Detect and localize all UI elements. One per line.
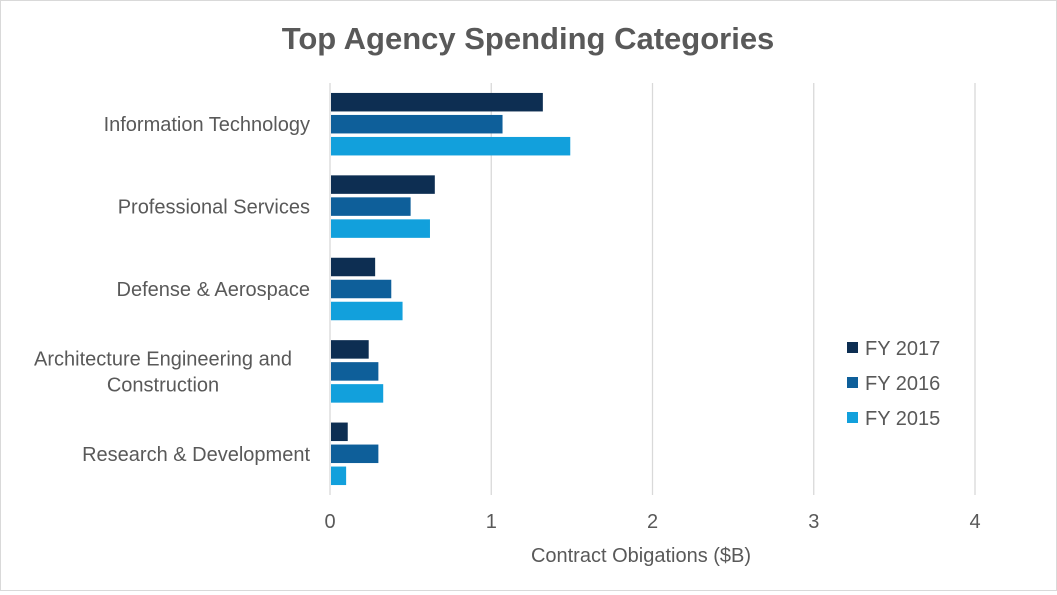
- x-tick-label: 1: [486, 511, 497, 533]
- bar: [331, 384, 384, 403]
- bar: [331, 114, 503, 134]
- category-label: Research & Development: [82, 444, 310, 466]
- bar: [331, 136, 571, 156]
- legend-label: FY 2016: [865, 373, 940, 395]
- bar: [331, 279, 392, 299]
- x-tick-label: 3: [808, 511, 819, 533]
- category-labels: Information Technology Professional Servi…: [34, 114, 310, 466]
- bar: [331, 340, 369, 359]
- x-tick-label: 0: [324, 511, 335, 533]
- x-tick-label: 2: [647, 511, 658, 533]
- x-tick-labels: 0 1 2 3 4: [324, 511, 980, 533]
- bars: [331, 92, 571, 486]
- legend: FY 2017 FY 2016 FY 2015: [847, 338, 940, 430]
- legend-swatch: [847, 342, 858, 353]
- legend-swatch: [847, 412, 858, 423]
- bar: [331, 362, 379, 381]
- x-axis-label: Contract Obigations ($B): [531, 545, 751, 567]
- bar: [331, 444, 379, 464]
- category-label: Information Technology: [104, 114, 310, 136]
- category-label: Architecture Engineering and: [34, 348, 292, 370]
- chart-title: Top Agency Spending Categories: [282, 21, 775, 56]
- bar: [331, 175, 435, 194]
- bar: [331, 422, 348, 442]
- legend-label: FY 2015: [865, 408, 940, 430]
- bar: [331, 219, 430, 238]
- bar: [331, 466, 347, 486]
- x-tick-label: 4: [969, 511, 980, 533]
- legend-label: FY 2017: [865, 338, 940, 360]
- bar: [331, 257, 376, 277]
- bar: [331, 301, 403, 321]
- legend-swatch: [847, 377, 858, 388]
- gridlines: [329, 83, 976, 495]
- category-label: Defense & Aerospace: [117, 279, 310, 301]
- bar: [331, 197, 411, 216]
- category-label: Professional Services: [118, 197, 310, 219]
- category-label: Construction: [107, 374, 219, 396]
- bar: [331, 92, 543, 112]
